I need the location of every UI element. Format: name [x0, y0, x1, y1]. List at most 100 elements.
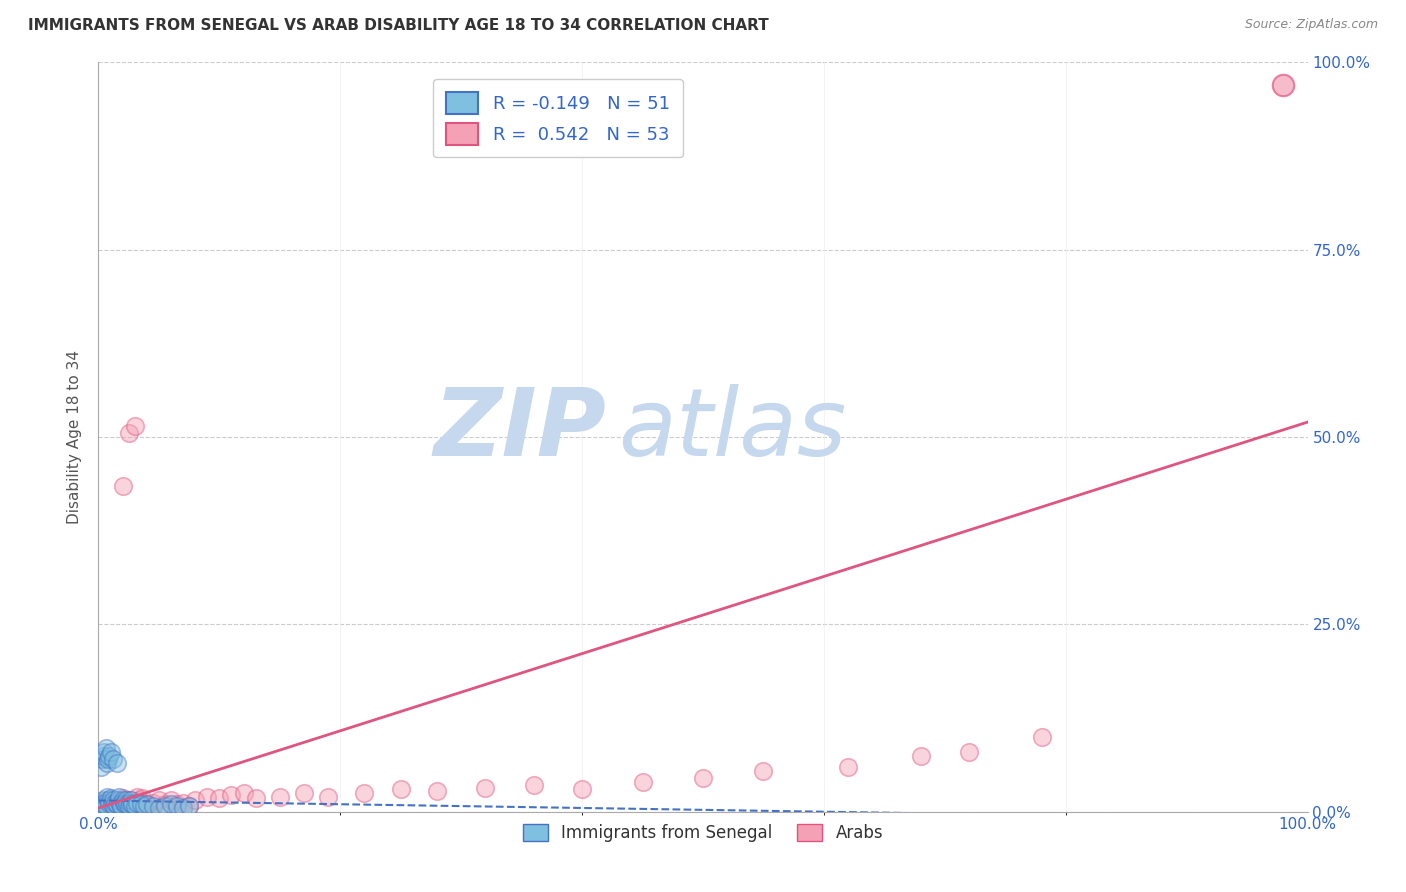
Point: [117, 798, 139, 813]
Point: [523, 779, 546, 793]
Point: [316, 789, 339, 804]
Point: [195, 789, 218, 804]
Point: [153, 797, 176, 812]
Point: [118, 798, 141, 813]
Point: [114, 796, 136, 810]
Point: [142, 796, 165, 810]
Point: [232, 786, 254, 800]
Point: [172, 796, 194, 810]
Point: [115, 793, 138, 807]
Text: Source: ZipAtlas.com: Source: ZipAtlas.com: [1244, 18, 1378, 31]
Point: [97, 752, 120, 766]
Point: [1031, 730, 1053, 744]
Point: [111, 793, 134, 807]
Point: [89, 797, 111, 812]
Point: [94, 798, 117, 813]
Point: [111, 791, 134, 805]
Point: [101, 793, 124, 807]
Point: [105, 797, 128, 812]
Point: [91, 801, 114, 815]
Point: [105, 796, 128, 810]
Point: [166, 797, 188, 812]
Point: [90, 798, 112, 813]
Point: [100, 793, 122, 807]
Point: [91, 796, 114, 810]
Point: [110, 798, 132, 813]
Point: [910, 748, 932, 763]
Point: [179, 798, 201, 813]
Point: [93, 798, 115, 813]
Point: [107, 793, 129, 807]
Point: [94, 741, 117, 756]
Point: [91, 793, 114, 807]
Point: [208, 791, 231, 805]
Point: [98, 796, 121, 810]
Text: atlas: atlas: [619, 384, 846, 475]
Point: [98, 796, 121, 810]
Point: [131, 791, 153, 805]
Point: [129, 797, 152, 812]
Point: [135, 798, 157, 813]
Point: [90, 760, 112, 774]
Point: [93, 745, 115, 759]
Point: [114, 797, 136, 812]
Point: [474, 780, 496, 795]
Point: [124, 418, 146, 433]
Point: [127, 796, 149, 810]
Point: [100, 791, 122, 805]
Point: [269, 789, 291, 804]
Point: [108, 797, 131, 812]
Point: [148, 801, 170, 815]
Point: [172, 801, 194, 815]
Point: [103, 798, 125, 813]
Point: [104, 796, 127, 810]
Point: [101, 797, 124, 812]
Point: [837, 760, 859, 774]
Point: [160, 797, 183, 812]
Point: [100, 797, 122, 812]
Point: [108, 797, 131, 812]
Point: [184, 793, 207, 807]
Point: [91, 752, 114, 766]
Point: [153, 798, 176, 813]
Point: [108, 789, 131, 804]
Text: ZIP: ZIP: [433, 384, 606, 475]
Point: [426, 783, 449, 797]
Point: [104, 798, 127, 813]
Point: [179, 798, 201, 813]
Point: [128, 793, 150, 807]
Point: [118, 426, 141, 441]
Point: [96, 756, 118, 770]
Point: [957, 745, 980, 759]
Point: [692, 771, 714, 785]
Point: [142, 798, 165, 813]
Text: IMMIGRANTS FROM SENEGAL VS ARAB DISABILITY AGE 18 TO 34 CORRELATION CHART: IMMIGRANTS FROM SENEGAL VS ARAB DISABILI…: [28, 18, 769, 33]
Point: [135, 797, 157, 812]
Point: [389, 782, 412, 797]
Point: [752, 764, 775, 778]
Point: [245, 791, 267, 805]
Point: [97, 793, 120, 807]
Point: [96, 789, 118, 804]
Point: [112, 796, 135, 810]
Point: [134, 798, 156, 813]
Point: [98, 748, 121, 763]
Y-axis label: Disability Age 18 to 34: Disability Age 18 to 34: [67, 350, 83, 524]
Point: [93, 797, 115, 812]
Point: [1272, 78, 1295, 92]
Point: [127, 789, 149, 804]
Point: [100, 745, 122, 759]
Point: [124, 798, 146, 813]
Point: [101, 752, 124, 766]
Point: [111, 479, 134, 493]
Point: [134, 797, 156, 812]
Point: [166, 798, 188, 813]
Legend: Immigrants from Senegal, Arabs: Immigrants from Senegal, Arabs: [516, 817, 890, 848]
Point: [292, 786, 315, 800]
Point: [118, 793, 141, 807]
Point: [120, 793, 142, 807]
Point: [107, 793, 129, 807]
Point: [118, 796, 141, 810]
Point: [105, 756, 128, 770]
Point: [160, 793, 183, 807]
